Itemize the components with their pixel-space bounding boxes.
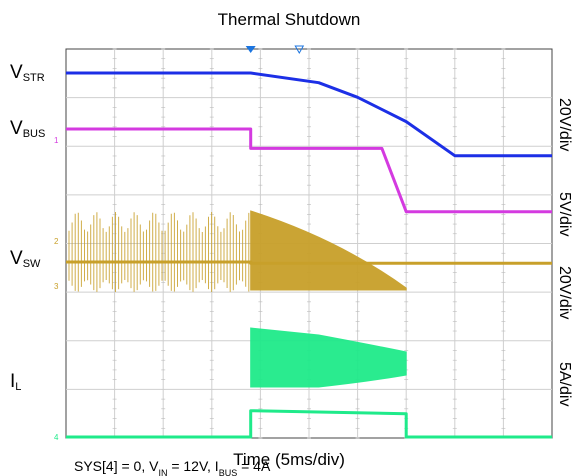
scale-vstr: 20V/div	[556, 98, 573, 152]
trace-vstr	[66, 71, 552, 158]
chart-title: Thermal Shutdown	[217, 10, 361, 29]
label-vsw: VSW	[10, 248, 41, 270]
scale-vbus: 5V/div	[556, 192, 573, 237]
label-il: IL	[10, 371, 22, 393]
label-vstr: VSTR	[10, 62, 45, 84]
scale-il: 5A/div	[556, 362, 573, 407]
cursor-marker-icon	[294, 45, 305, 55]
trace-vbus	[66, 127, 552, 214]
vsw-switching-burst	[68, 212, 250, 292]
conditions-annotation: SYS[4] = 0, VIN = 12V, IBUS = 4A	[74, 458, 271, 476]
scale-vsw: 20V/div	[556, 266, 573, 320]
channel-ground-marker: 1	[54, 136, 59, 145]
channel-ground-marker: 3	[54, 282, 59, 291]
channel-ground-marker: 2	[54, 237, 59, 246]
channel-ground-marker: 4	[54, 433, 59, 442]
trace-il	[66, 409, 552, 439]
trigger-marker-icon	[245, 46, 256, 53]
il-switching-band	[250, 327, 407, 388]
x-axis-label: Time (5ms/div)	[233, 450, 345, 469]
trace-vsw	[66, 260, 552, 265]
vsw-envelope	[250, 210, 407, 291]
label-vbus: VBUS	[10, 118, 46, 140]
